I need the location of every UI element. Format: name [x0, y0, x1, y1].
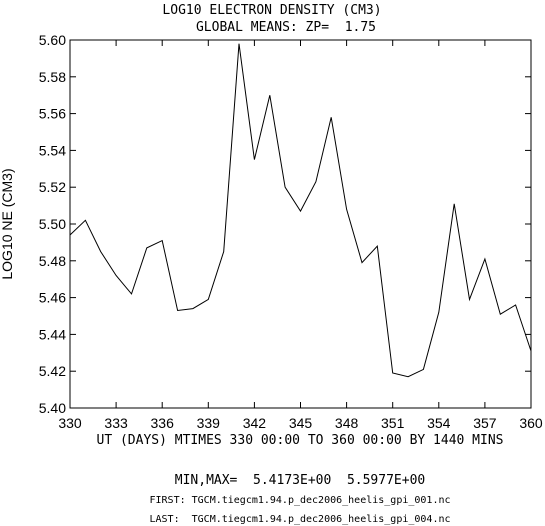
x-tick-label: 354 [427, 415, 451, 431]
minmax-text: MIN,MAX= 5.4173E+00 5.5977E+00 [175, 473, 425, 488]
y-tick-label: 5.56 [39, 106, 66, 122]
y-tick-label: 5.46 [39, 290, 66, 306]
x-tick-label: 351 [381, 415, 405, 431]
y-tick-label: 5.58 [39, 69, 66, 85]
chart-title: LOG10 ELECTRON DENSITY (CM3) [162, 3, 381, 18]
chart-subtitle: GLOBAL MEANS: ZP= 1.75 [196, 20, 376, 35]
y-tick-label: 5.40 [39, 400, 66, 416]
y-tick-label: 5.52 [39, 179, 66, 195]
first-file-text: FIRST: TGCM.tiegcm1.94.p_dec2006_heelis_… [149, 495, 450, 506]
y-tick-label: 5.50 [39, 216, 66, 232]
x-tick-label: 330 [58, 415, 82, 431]
x-tick-label: 339 [197, 415, 221, 431]
plot-frame [69, 39, 532, 409]
series-line [69, 43, 532, 378]
x-tick-label: 333 [104, 415, 128, 431]
y-axis-label: LOG10 NE (CM3) [0, 168, 15, 279]
x-axis: 330 333 336 339 342 345 348 351 354 357 360 [58, 40, 543, 431]
y-tick-label: 5.48 [39, 253, 66, 269]
y-tick-label: 5.60 [39, 32, 66, 48]
x-tick-label: 345 [289, 415, 313, 431]
x-tick-label: 360 [519, 415, 543, 431]
y-tick-label: 5.42 [39, 363, 66, 379]
x-tick-label: 348 [335, 415, 359, 431]
y-axis: 5.40 5.42 5.44 5.46 5.48 5.50 5.52 5.54 5.56 5.58… [39, 32, 531, 416]
x-tick-label: 336 [151, 415, 175, 431]
y-tick-label: 5.44 [39, 326, 66, 342]
x-tick-label: 357 [473, 415, 497, 431]
x-tick-label: 342 [243, 415, 267, 431]
y-tick-label: 5.54 [39, 142, 66, 158]
last-file-text: LAST: TGCM.tiegcm1.94.p_dec2006_heelis_g… [149, 514, 450, 525]
x-axis-label: UT (DAYS) MTIMES 330 00:00 TO 360 00:00 … [97, 433, 504, 448]
